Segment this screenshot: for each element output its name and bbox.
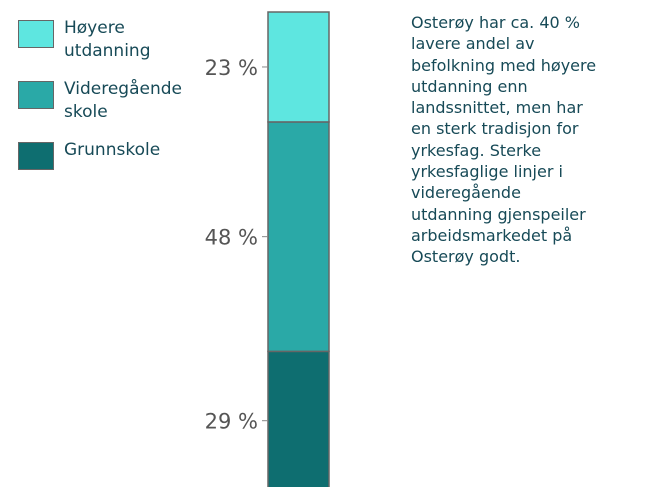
legend-swatch bbox=[18, 20, 54, 48]
annotation-line: utdanning enn bbox=[411, 76, 528, 96]
annotation-line: yrkesfaglige linjer i bbox=[411, 162, 563, 182]
annotation-line: videregående bbox=[411, 183, 521, 203]
annotation-line: en sterk tradisjon for bbox=[411, 119, 579, 139]
value-label: 48 % bbox=[205, 226, 258, 250]
annotation-line: landssnittet, men har bbox=[411, 98, 583, 118]
legend: Høyere utdanning Videregående skole Grunns… bbox=[18, 18, 189, 188]
legend-item: Grunnskole bbox=[18, 140, 189, 170]
bar-segment bbox=[267, 121, 330, 353]
legend-swatch bbox=[18, 81, 54, 109]
bar-segment bbox=[267, 11, 330, 123]
annotation-line: utdanning gjenspeiler bbox=[411, 204, 586, 224]
annotation-line: arbeidsmarkedet på bbox=[411, 225, 573, 245]
legend-item: Høyere utdanning bbox=[18, 18, 189, 63]
annotation-line: yrkesfag. Sterke bbox=[411, 140, 542, 160]
annotation-line: befolkning med høyere bbox=[411, 55, 597, 75]
annotation-line: Osterøy har ca. 40 % bbox=[411, 13, 580, 32]
legend-item: Videregående skole bbox=[18, 79, 189, 124]
legend-label: Grunnskole bbox=[64, 140, 161, 160]
annotation: Osterøy har ca. 40 % lavere andel av befol… bbox=[411, 12, 596, 268]
legend-label: Videregående skole bbox=[64, 79, 182, 122]
annotation-line: lavere andel av bbox=[411, 34, 535, 54]
bar-segment bbox=[267, 350, 330, 487]
value-label: 23 % bbox=[205, 56, 258, 80]
annotation-line: Osterøy godt. bbox=[411, 247, 521, 267]
legend-label: Høyere utdanning bbox=[64, 18, 151, 61]
legend-swatch bbox=[18, 142, 54, 170]
value-label: 29 % bbox=[205, 410, 258, 434]
